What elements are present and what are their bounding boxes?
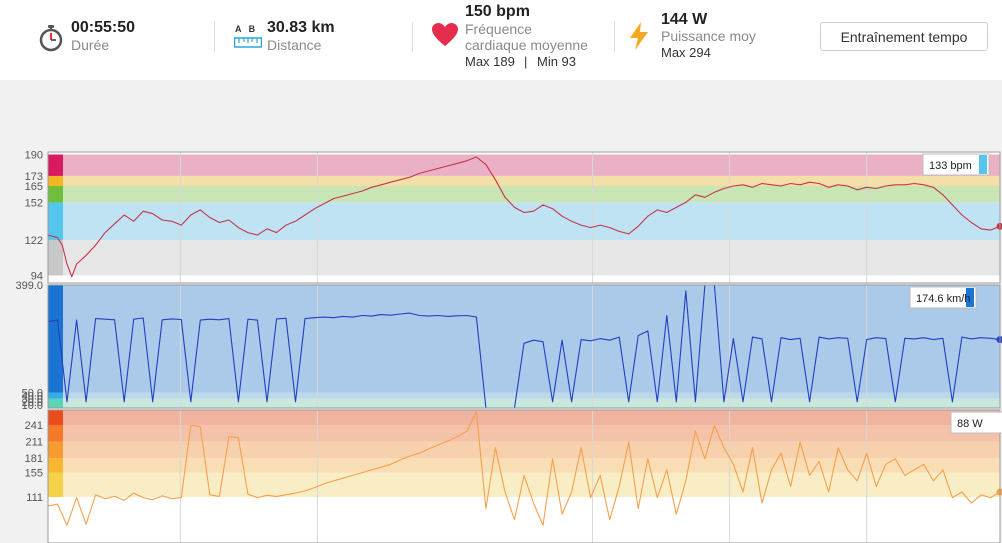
speed-zone-marker	[48, 392, 63, 399]
heart_rate-zone-marker	[48, 240, 63, 276]
separator	[412, 22, 413, 52]
heart_rate-frame	[47, 151, 1001, 284]
duration-value: 00:55:50	[71, 19, 136, 36]
heart-rate-min: Min 93	[537, 54, 577, 69]
speed-zone-band	[48, 285, 1000, 393]
speed-current-text: 174.6 km/h	[916, 293, 970, 305]
power-series-line	[47, 411, 1001, 526]
heart_rate-tick-label: 165	[25, 181, 43, 193]
speed-tick-label: 50.0	[22, 388, 43, 400]
separator	[614, 22, 615, 52]
ruler-icon	[234, 37, 262, 48]
heart-rate-divider: |	[524, 54, 528, 69]
power-zone-band	[48, 424, 1000, 442]
heart_rate-zone-band	[48, 202, 1000, 241]
speed-frame	[47, 284, 1001, 409]
power-tick-label: 241	[25, 420, 43, 432]
heart_rate-zone-band	[48, 175, 1000, 187]
speed-tick-label: 30.0	[22, 394, 43, 406]
power-zone-band	[48, 441, 1000, 459]
lightning-icon	[630, 22, 648, 50]
power-tick-label: 111	[26, 492, 43, 504]
power-tick-label: 155	[25, 468, 43, 480]
heart_rate-zone-band	[48, 240, 1000, 276]
speed-tick-label: 40.0	[22, 391, 43, 403]
speed-tick-label: 20.0	[22, 397, 43, 409]
power-max: Max 294	[661, 45, 711, 60]
distance-value: 30.83 km	[267, 19, 335, 36]
speed-zone-band	[48, 392, 1000, 399]
heart_rate-tick-label: 173	[25, 171, 43, 183]
summary-header: 00:55:50 Durée A B 30.83 km Distance 150…	[0, 0, 1002, 80]
power-label: Puissance moy	[661, 28, 756, 44]
speed-current-swatch	[966, 288, 974, 307]
power-current-box	[950, 411, 1002, 434]
power-zone-band	[48, 410, 1000, 425]
stopwatch-icon	[39, 25, 63, 52]
heart_rate-zone-marker	[48, 202, 63, 241]
speed-end-marker	[996, 336, 1002, 344]
power-stat: 144 W Puissance moy Max 294	[615, 0, 815, 80]
power-zone-marker	[48, 441, 63, 459]
power-current-text: 88 W	[957, 418, 983, 430]
heart_rate-tick-label: 122	[25, 235, 43, 247]
power-zone-marker	[48, 458, 63, 473]
power-zone-marker	[48, 472, 63, 498]
heart_rate-zone-marker	[48, 186, 63, 203]
heart_rate-zone-marker	[48, 154, 63, 176]
heart-rate-max: Max 189	[465, 54, 515, 69]
ruler-icon-letters: A B	[235, 24, 256, 34]
workout-type-button[interactable]: Entraînement tempo	[820, 22, 988, 51]
heart_rate-tick-label: 152	[25, 197, 43, 209]
power-value: 144 W	[661, 11, 708, 28]
heart_rate-current-text: 133 bpm	[929, 160, 972, 172]
power-zone-marker	[48, 424, 63, 442]
duration-label: Durée	[71, 37, 110, 53]
speed-zone-band	[48, 398, 1000, 408]
heart-rate-label-line2: cardiaque moyenne	[465, 37, 588, 53]
heart_rate-series-line	[47, 156, 1001, 278]
heart-rate-stat: 150 bpm Fréquence cardiaque moyenne Max …	[413, 0, 613, 80]
speed-zone-marker	[48, 285, 63, 393]
power-panel: 241 211 181 155 111 88 W	[25, 409, 1002, 543]
power-end-marker	[996, 488, 1002, 496]
distance-label: Distance	[267, 37, 322, 53]
speed-series-line	[47, 284, 1001, 409]
heart_rate-zone-band	[48, 186, 1000, 203]
heart_rate-zone-marker	[48, 175, 63, 187]
heart_rate-end-marker	[996, 222, 1002, 230]
power-zone-marker	[48, 410, 63, 425]
heart_rate-current-swatch	[979, 155, 987, 174]
power-tick-label: 211	[25, 437, 43, 449]
speed-zone-marker	[48, 398, 63, 408]
distance-stat: A B 30.83 km Distance	[215, 0, 410, 80]
heart-icon	[432, 23, 458, 46]
heart-rate-value: 150 bpm	[465, 3, 530, 20]
heart_rate-current-box	[922, 153, 990, 176]
speed-current-value: 174.6 km/h	[909, 286, 977, 309]
heart_rate-zone-band	[48, 154, 1000, 176]
heart-rate-label-line1: Fréquence	[465, 21, 532, 37]
speed-tick-label: 399.0	[15, 280, 43, 292]
power-tick-label: 181	[25, 453, 43, 465]
speed-panel: 399.0 50.040.030.020.010.0 174.6 km/h	[15, 280, 1002, 412]
duration-stat: 00:55:50 Durée	[0, 0, 210, 80]
heart_rate-tick-label: 190	[25, 150, 43, 162]
separator	[214, 22, 215, 52]
speed-tick-label: 10.0	[22, 400, 43, 412]
power-frame	[47, 409, 1001, 543]
power-zone-band	[48, 458, 1000, 473]
heart_rate-tick-label: 94	[31, 270, 43, 282]
speed-current-box	[909, 286, 977, 309]
power-current-value: 88 W	[950, 411, 1002, 434]
heart_rate-current-value: 133 bpm	[922, 153, 990, 176]
